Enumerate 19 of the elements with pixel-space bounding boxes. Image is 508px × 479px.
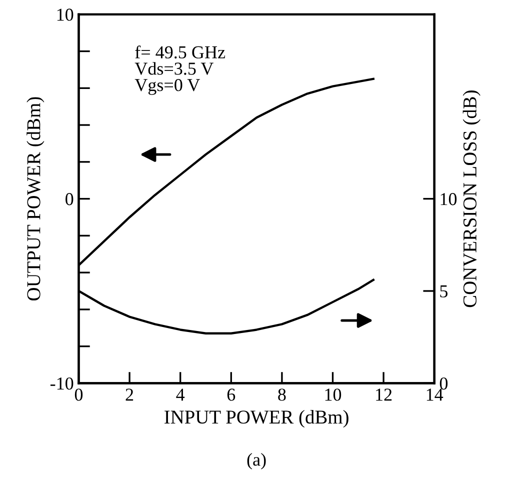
annotation: f= 49.5 GHz Vds=3.5 V Vgs=0 V	[134, 46, 226, 95]
x-tick-label: 12	[376, 388, 392, 401]
y2-axis-title: CONVERSION LOSS (dB)	[462, 90, 480, 308]
x-tick-label: 8	[278, 388, 286, 401]
y-axis-title: OUTPUT POWER (dBm)	[26, 97, 44, 300]
y-tick-label: -10	[50, 377, 74, 390]
y2-tick-label: 5	[440, 285, 448, 298]
text: (a)	[247, 453, 266, 470]
x-tick-label: 2	[126, 388, 134, 401]
y-tick-label: 10	[57, 8, 74, 21]
x-axis-title: INPUT POWER (dBm)	[164, 410, 348, 428]
x-tick-label: 10	[325, 388, 342, 401]
x-tick-label: 0	[74, 388, 83, 401]
x-tick-label: 6	[227, 388, 236, 401]
x-tick-label: 4	[176, 388, 185, 401]
y2-tick-label: 0	[440, 377, 448, 390]
y-tick-label: 0	[66, 193, 74, 206]
x-tick-label: 14	[426, 388, 444, 401]
y2-tick-label: 10	[440, 193, 457, 206]
